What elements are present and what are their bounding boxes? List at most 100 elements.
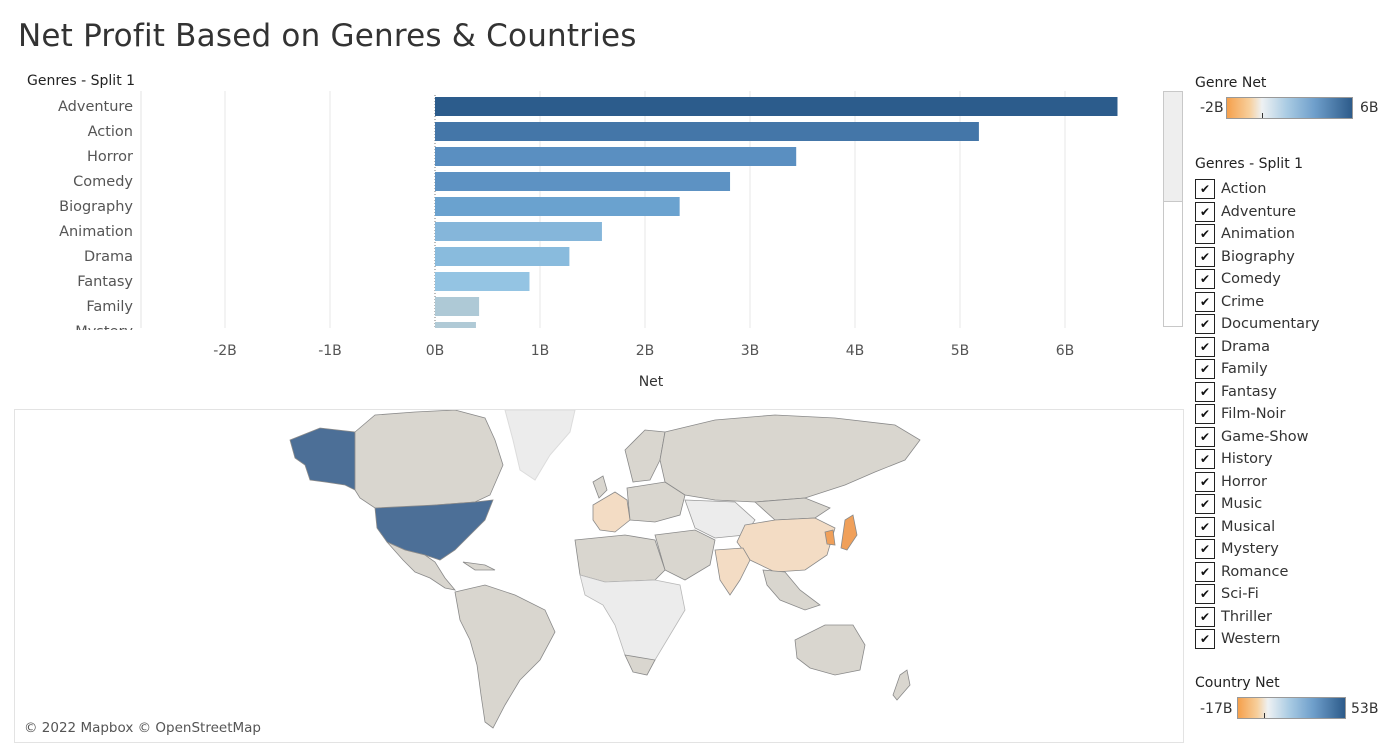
filter-item-comedy[interactable]: ✔ Comedy — [1195, 268, 1320, 291]
bar-action[interactable] — [435, 122, 979, 141]
australia[interactable] — [794, 624, 866, 676]
south-africa[interactable] — [624, 654, 656, 676]
category-label: Fantasy — [77, 274, 133, 290]
japan[interactable] — [840, 514, 858, 551]
mexico[interactable] — [386, 541, 457, 591]
uk[interactable] — [592, 475, 608, 499]
checkbox[interactable]: ✔ — [1195, 201, 1215, 222]
checkbox[interactable]: ✔ — [1195, 471, 1215, 492]
filter-label: Music — [1221, 496, 1263, 513]
middle-east[interactable] — [654, 529, 716, 581]
chart-scrollbar[interactable] — [1163, 91, 1183, 327]
checkbox[interactable]: ✔ — [1195, 336, 1215, 357]
filter-item-romance[interactable]: ✔ Romance — [1195, 561, 1320, 584]
x-tick-label: 3B — [741, 343, 760, 359]
south-america[interactable] — [454, 584, 556, 729]
world-map[interactable] — [14, 409, 1184, 743]
filter-label: Action — [1221, 181, 1267, 198]
checkbox[interactable]: ✔ — [1195, 224, 1215, 245]
southeast-asia[interactable] — [762, 569, 821, 611]
bar-comedy[interactable] — [435, 172, 731, 191]
bar-animation[interactable] — [435, 222, 602, 241]
checkbox[interactable]: ✔ — [1195, 516, 1215, 537]
page-title: Net Profit Based on Genres & Countries — [18, 18, 637, 54]
filter-item-mystery[interactable]: ✔ Mystery — [1195, 538, 1320, 561]
checkbox[interactable]: ✔ — [1195, 494, 1215, 515]
filter-item-adventure[interactable]: ✔ Adventure — [1195, 201, 1320, 224]
category-label: Drama — [84, 249, 133, 265]
category-label: Comedy — [73, 174, 133, 190]
checkbox[interactable]: ✔ — [1195, 404, 1215, 425]
filter-label: Drama — [1221, 338, 1271, 355]
bar-biography[interactable] — [435, 197, 680, 216]
bar-fantasy[interactable] — [435, 272, 530, 291]
alaska[interactable] — [289, 427, 356, 491]
checkbox[interactable]: ✔ — [1195, 269, 1215, 290]
category-label: Family — [86, 299, 133, 315]
bar-chart[interactable]: Adventure Action Horror Comedy Biography Anim… — [0, 0, 1160, 400]
x-tick-label: 0B — [426, 343, 445, 359]
usa[interactable] — [374, 499, 494, 561]
filter-label: Film-Noir — [1221, 406, 1286, 423]
china[interactable] — [736, 517, 836, 573]
checkbox[interactable]: ✔ — [1195, 179, 1215, 200]
checkbox[interactable]: ✔ — [1195, 359, 1215, 380]
category-label: Adventure — [58, 99, 133, 115]
filter-item-film-noir[interactable]: ✔ Film-Noir — [1195, 403, 1320, 426]
north-africa[interactable] — [574, 534, 666, 583]
korea[interactable] — [824, 529, 836, 546]
filter-item-game-show[interactable]: ✔ Game-Show — [1195, 426, 1320, 449]
filter-title: Genres - Split 1 — [1195, 156, 1304, 172]
russia[interactable] — [659, 414, 921, 503]
checkbox[interactable]: ✔ — [1195, 381, 1215, 402]
filter-item-music[interactable]: ✔ Music — [1195, 493, 1320, 516]
country-legend-ramp[interactable] — [1237, 697, 1346, 719]
filter-item-musical[interactable]: ✔ Musical — [1195, 516, 1320, 539]
scandinavia[interactable] — [624, 429, 666, 483]
filter-item-family[interactable]: ✔ Family — [1195, 358, 1320, 381]
filter-item-crime[interactable]: ✔ Crime — [1195, 291, 1320, 314]
bar-drama[interactable] — [435, 247, 570, 266]
checkbox[interactable]: ✔ — [1195, 291, 1215, 312]
filter-item-fantasy[interactable]: ✔ Fantasy — [1195, 381, 1320, 404]
category-label: Horror — [87, 149, 133, 165]
checkbox[interactable]: ✔ — [1195, 629, 1215, 650]
category-label: Mystery — [75, 324, 133, 340]
filter-item-sci-fi[interactable]: ✔ Sci-Fi — [1195, 583, 1320, 606]
checkbox[interactable]: ✔ — [1195, 426, 1215, 447]
checkbox[interactable]: ✔ — [1195, 246, 1215, 267]
caribbean[interactable] — [462, 561, 496, 571]
checkbox[interactable]: ✔ — [1195, 449, 1215, 470]
scrollbar-thumb[interactable] — [1164, 92, 1182, 202]
country-legend-max: 53B — [1351, 701, 1379, 717]
filter-label: Animation — [1221, 226, 1295, 243]
filter-item-biography[interactable]: ✔ Biography — [1195, 246, 1320, 269]
western-europe[interactable] — [592, 491, 631, 533]
bar-horror[interactable] — [435, 147, 797, 166]
filter-item-western[interactable]: ✔ Western — [1195, 628, 1320, 651]
checkbox[interactable]: ✔ — [1195, 539, 1215, 560]
filter-item-thriller[interactable]: ✔ Thriller — [1195, 606, 1320, 629]
checkbox[interactable]: ✔ — [1195, 561, 1215, 582]
x-tick-label: -2B — [213, 343, 237, 359]
new-zealand[interactable] — [892, 669, 911, 701]
bar-mystery[interactable] — [435, 322, 476, 328]
canada[interactable] — [354, 410, 504, 511]
checkbox[interactable]: ✔ — [1195, 314, 1215, 335]
filter-item-horror[interactable]: ✔ Horror — [1195, 471, 1320, 494]
filter-item-drama[interactable]: ✔ Drama — [1195, 336, 1320, 359]
filter-item-animation[interactable]: ✔ Animation — [1195, 223, 1320, 246]
checkbox[interactable]: ✔ — [1195, 584, 1215, 605]
bar-family[interactable] — [435, 297, 480, 316]
india[interactable] — [714, 547, 751, 596]
checkbox[interactable]: ✔ — [1195, 606, 1215, 627]
mongolia[interactable] — [754, 497, 831, 521]
filter-label: Romance — [1221, 563, 1289, 580]
genre-legend-ramp[interactable] — [1226, 97, 1353, 119]
bar-adventure[interactable] — [435, 97, 1118, 116]
filter-item-history[interactable]: ✔ History — [1195, 448, 1320, 471]
filter-item-documentary[interactable]: ✔ Documentary — [1195, 313, 1320, 336]
greenland[interactable] — [504, 410, 576, 481]
filter-item-action[interactable]: ✔ Action — [1195, 178, 1320, 201]
filter-label: Documentary — [1221, 316, 1320, 333]
